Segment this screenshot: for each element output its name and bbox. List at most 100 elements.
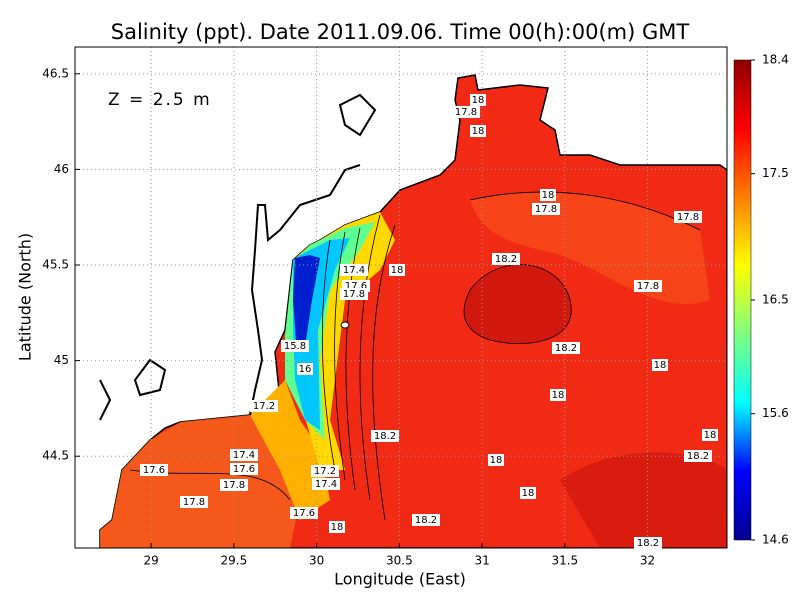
contour-label: 17.8 [634,280,662,292]
x-tick-label: 29 [143,554,158,568]
contour-label-box [634,280,662,292]
x-axis-label: Longitude (East) [334,570,466,589]
y-axis-label: Latitude (North) [16,233,35,361]
contour-label: 17.6 [140,464,168,476]
contour-label: 17.4 [312,478,340,490]
contour-label-text: 18 [552,390,565,401]
contour-label: 18 [470,94,486,106]
contour-label-box [552,342,580,354]
contour-label-box [281,340,309,352]
contour-label-box [180,496,208,508]
contour-label-text: 18 [522,488,535,499]
contour-label-box [340,264,368,276]
dark-zone [464,264,572,344]
contour-label: 17.8 [180,496,208,508]
contour-label-text: 17.8 [343,289,365,300]
contour-label: 17.8 [532,203,560,215]
contour-label: 18.2 [634,537,662,549]
contour-label-text: 18.2 [555,343,577,354]
x-tick-label: 30.5 [386,554,413,568]
contour-label-box [230,449,258,461]
contour-label-text: 17.2 [314,466,336,477]
x-tick-label: 29.5 [221,554,248,568]
contour-label: 18.2 [371,430,399,442]
contour-label: 17.4 [230,449,258,461]
contour-label-box [412,514,440,526]
contour-label-text: 18 [542,190,555,201]
y-tick-label: 45.5 [42,257,69,271]
contour-label: 18.2 [492,253,520,265]
chart-title: Salinity (ppt). Date 2011.09.06. Time 00… [111,20,690,44]
contour-label: 17.2 [250,400,278,412]
contour-label-text: 18 [391,265,404,276]
map-field [99,74,727,548]
contour-label-text: 17.4 [315,479,337,490]
contour [321,214,396,521]
contour-label: 18.2 [552,342,580,354]
orange-zone [100,415,300,548]
contour-label-text: 18.2 [637,538,659,549]
contour-label-text: 17.8 [535,204,557,215]
contour-label-text: 17.8 [223,480,245,491]
colorbar-tick-label: 16.5 [762,293,789,307]
plot-frame [74,46,728,549]
contour-label-box [684,450,712,462]
contour-label-text: 18 [472,95,485,106]
contour-label-box [488,454,504,466]
contour-label-box [470,94,486,106]
contour-label-box [452,106,480,118]
colorbar-tick-label: 18.4 [762,53,789,67]
contour-label-text: 17.6 [143,465,165,476]
contour-label-text: 17.8 [455,107,477,118]
contour-label-box [311,465,339,477]
contour-label-text: 18 [472,126,485,137]
contour-label: 18 [652,359,668,371]
contour-label: 18 [540,189,556,201]
contour-label-text: 17.2 [253,401,275,412]
contour-label: 18 [329,521,345,533]
contour-label-box [550,389,566,401]
contour-label-box [340,288,368,300]
y-tick-label: 46.5 [42,66,69,80]
contour-label-text: 15.8 [284,341,306,352]
x-tick-label: 30 [309,554,324,568]
contour-label: 18 [389,264,405,276]
contour-label-text: 18.2 [374,431,396,442]
x-tick-label: 31 [474,554,489,568]
contour-label: 17.8 [340,288,368,300]
contour-label-text: 16 [299,364,312,375]
contour-label: 18.2 [684,450,712,462]
contour-label-text: 18.2 [495,254,517,265]
contour-label: 17.8 [220,479,248,491]
contour-label: 18 [470,125,486,137]
contour-label: 17.8 [674,211,702,223]
island [340,321,350,329]
contour-label-box [250,400,278,412]
contour-label-box [674,211,702,223]
contour-label: 18 [702,429,718,441]
contour-label-box [297,363,313,375]
plume [293,255,320,340]
x-tick-label: 32 [640,554,655,568]
contour-label-text: 18.2 [687,451,709,462]
contour-label-box [140,464,168,476]
contour-label-box [540,189,556,201]
y-tick-label: 45 [54,353,69,367]
contour-label-text: 17.4 [343,265,365,276]
contour-label: 17.2 [311,465,339,477]
contour-label-text: 17.8 [183,497,205,508]
contour-label: 17.6 [290,507,318,519]
contour-label: 18 [520,487,536,499]
depth-annotation: Z = 2.5 m [108,90,212,110]
contour-label: 16 [297,363,313,375]
contour-label-text: 18 [704,430,717,441]
contour-label-box [329,521,345,533]
contour-label-text: 17.4 [233,450,255,461]
contour-label-box [652,359,668,371]
contour-label-box [492,253,520,265]
contour-label: 17.8 [452,106,480,118]
orange-zone [470,191,710,305]
contour-label-box [702,429,718,441]
contour-label-text: 17.6 [345,281,367,292]
